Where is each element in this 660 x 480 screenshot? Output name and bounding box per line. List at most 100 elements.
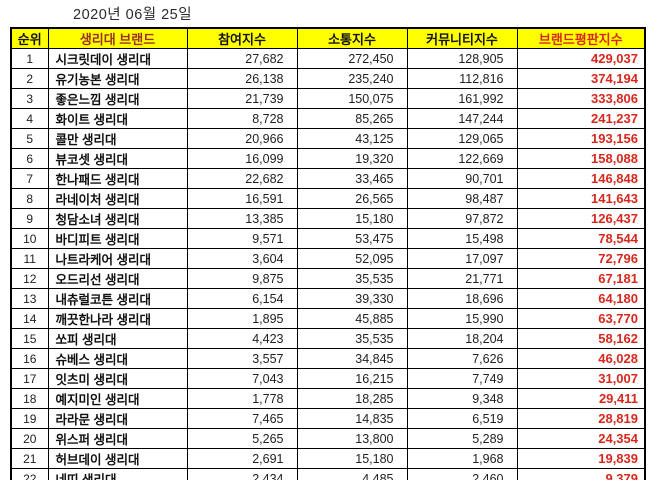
table-row: 16 슈베스 생리대 3,557 34,845 7,626 46,028 (10, 348, 646, 369)
table-row: 6 뷰코셋 생리대 16,099 19,320 122,669 158,088 (10, 148, 646, 169)
reputation-cell: 63,770 (516, 308, 646, 329)
community-cell: 15,498 (406, 228, 518, 249)
table-row: 5 콜만 생리대 20,966 43,125 129,065 193,156 (10, 128, 646, 149)
brand-cell: 좋은느낌 생리대 (47, 88, 188, 109)
communication-cell: 35,535 (296, 328, 408, 349)
table-row: 3 좋은느낌 생리대 21,739 150,075 161,992 333,80… (10, 88, 646, 109)
table-row: 9 청담소녀 생리대 13,385 15,180 97,872 126,437 (10, 208, 646, 229)
community-cell: 18,204 (406, 328, 518, 349)
brand-cell: 라네이처 생리대 (47, 188, 188, 209)
report-date: 2020년 06월 25일 (73, 7, 193, 23)
reputation-cell: 333,806 (516, 88, 646, 109)
table-row: 18 예지미인 생리대 1,778 18,285 9,348 29,411 (10, 388, 646, 409)
brand-cell: 오드리선 생리대 (47, 268, 188, 289)
reputation-cell: 374,194 (516, 68, 646, 89)
communication-cell: 53,475 (296, 228, 408, 249)
rank-cell: 7 (10, 168, 49, 189)
brand-cell: 시크릿데이 생리대 (47, 48, 188, 69)
participation-cell: 22,682 (186, 168, 298, 189)
rank-cell: 6 (10, 148, 49, 169)
table-row: 19 라라문 생리대 7,465 14,835 6,519 28,819 (10, 408, 646, 429)
reputation-cell: 429,037 (516, 48, 646, 69)
community-cell: 128,905 (406, 48, 518, 69)
reputation-cell: 193,156 (516, 128, 646, 149)
communication-cell: 13,800 (296, 428, 408, 449)
communication-cell: 34,845 (296, 348, 408, 369)
participation-cell: 4,423 (186, 328, 298, 349)
table-row: 17 잇츠미 생리대 7,043 16,215 7,749 31,007 (10, 368, 646, 389)
rank-cell: 16 (10, 348, 49, 369)
brand-cell: 청담소녀 생리대 (47, 208, 188, 229)
table-header: 순위 생리대 브랜드 참여지수 소통지수 커뮤니티지수 브랜드평판지수 (10, 27, 646, 49)
participation-cell: 27,682 (186, 48, 298, 69)
brand-cell: 위스퍼 생리대 (47, 428, 188, 449)
brand-cell: 화이트 생리대 (47, 108, 188, 129)
reputation-cell: 19,839 (516, 448, 646, 469)
community-cell: 97,872 (406, 208, 518, 229)
communication-cell: 18,285 (296, 388, 408, 409)
rank-cell: 2 (10, 68, 49, 89)
participation-cell: 6,154 (186, 288, 298, 309)
rank-cell: 15 (10, 328, 49, 349)
participation-cell: 7,043 (186, 368, 298, 389)
brand-ranking-table: 순위 생리대 브랜드 참여지수 소통지수 커뮤니티지수 브랜드평판지수 1 시크… (10, 27, 646, 480)
participation-cell: 3,557 (186, 348, 298, 369)
reputation-cell: 64,180 (516, 288, 646, 309)
brand-cell: 한나패드 생리대 (47, 168, 188, 189)
communication-cell: 43,125 (296, 128, 408, 149)
community-cell: 2,460 (406, 468, 518, 480)
rank-cell: 8 (10, 188, 49, 209)
rank-cell: 20 (10, 428, 49, 449)
header-brand: 생리대 브랜드 (47, 27, 188, 49)
brand-cell: 깨끗한나라 생리대 (47, 308, 188, 329)
reputation-cell: 31,007 (516, 368, 646, 389)
brand-cell: 슈베스 생리대 (47, 348, 188, 369)
reputation-cell: 46,028 (516, 348, 646, 369)
table-row: 11 나트라케어 생리대 3,604 52,095 17,097 72,796 (10, 248, 646, 269)
participation-cell: 13,385 (186, 208, 298, 229)
table-row: 15 쏘피 생리대 4,423 35,535 18,204 58,162 (10, 328, 646, 349)
community-cell: 161,992 (406, 88, 518, 109)
reputation-cell: 78,544 (516, 228, 646, 249)
brand-cell: 콜만 생리대 (47, 128, 188, 149)
participation-cell: 9,875 (186, 268, 298, 289)
brand-cell: 뷰코셋 생리대 (47, 148, 188, 169)
community-cell: 21,771 (406, 268, 518, 289)
community-cell: 112,816 (406, 68, 518, 89)
communication-cell: 4,485 (296, 468, 408, 480)
reputation-cell: 126,437 (516, 208, 646, 229)
rank-cell: 3 (10, 88, 49, 109)
reputation-cell: 141,643 (516, 188, 646, 209)
community-cell: 5,289 (406, 428, 518, 449)
table-row: 2 유기농본 생리대 26,138 235,240 112,816 374,19… (10, 68, 646, 89)
table-row: 1 시크릿데이 생리대 27,682 272,450 128,905 429,0… (10, 48, 646, 69)
brand-cell: 바디피트 생리대 (47, 228, 188, 249)
communication-cell: 16,215 (296, 368, 408, 389)
reputation-cell: 28,819 (516, 408, 646, 429)
reputation-cell: 146,848 (516, 168, 646, 189)
communication-cell: 15,180 (296, 208, 408, 229)
rank-cell: 14 (10, 308, 49, 329)
table-row: 22 네띠 생리대 2,434 4,485 2,460 9,379 (10, 468, 646, 480)
reputation-cell: 29,411 (516, 388, 646, 409)
rank-cell: 11 (10, 248, 49, 269)
communication-cell: 272,450 (296, 48, 408, 69)
communication-cell: 85,265 (296, 108, 408, 129)
brand-cell: 내츄럴코튼 생리대 (47, 288, 188, 309)
community-cell: 129,065 (406, 128, 518, 149)
table-row: 12 오드리선 생리대 9,875 35,535 21,771 67,181 (10, 268, 646, 289)
reputation-cell: 9,379 (516, 468, 646, 480)
participation-cell: 2,691 (186, 448, 298, 469)
table-row: 7 한나패드 생리대 22,682 33,465 90,701 146,848 (10, 168, 646, 189)
reputation-cell: 24,354 (516, 428, 646, 449)
community-cell: 7,626 (406, 348, 518, 369)
community-cell: 90,701 (406, 168, 518, 189)
rank-cell: 22 (10, 468, 49, 480)
communication-cell: 150,075 (296, 88, 408, 109)
communication-cell: 52,095 (296, 248, 408, 269)
brand-cell: 예지미인 생리대 (47, 388, 188, 409)
reputation-cell: 158,088 (516, 148, 646, 169)
communication-cell: 35,535 (296, 268, 408, 289)
communication-cell: 15,180 (296, 448, 408, 469)
